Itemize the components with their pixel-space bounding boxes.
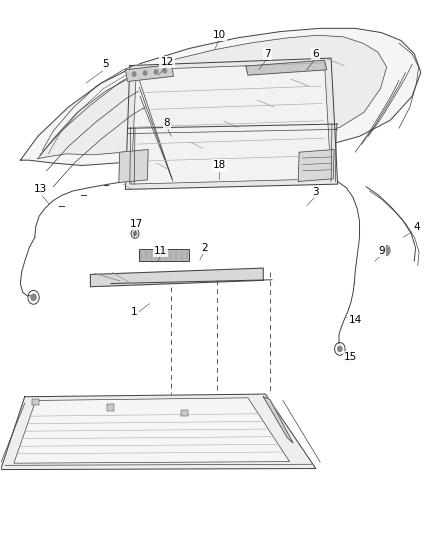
Polygon shape	[119, 150, 148, 182]
Polygon shape	[297, 150, 333, 181]
Text: 7: 7	[264, 49, 270, 59]
Circle shape	[162, 69, 166, 73]
Polygon shape	[90, 268, 263, 287]
Polygon shape	[14, 398, 289, 463]
Text: 17: 17	[130, 219, 143, 229]
Polygon shape	[263, 397, 292, 443]
Polygon shape	[131, 63, 330, 184]
Text: 14: 14	[348, 314, 361, 325]
Polygon shape	[245, 60, 326, 75]
Text: 10: 10	[212, 30, 226, 41]
Circle shape	[31, 294, 36, 301]
Polygon shape	[125, 58, 337, 189]
Polygon shape	[125, 64, 173, 82]
Circle shape	[132, 72, 136, 76]
Text: 2: 2	[201, 243, 207, 253]
Text: 11: 11	[153, 246, 167, 255]
Polygon shape	[38, 35, 386, 159]
Polygon shape	[1, 394, 315, 470]
Text: 4: 4	[412, 222, 419, 232]
Text: 13: 13	[33, 184, 46, 195]
Text: 8: 8	[163, 118, 170, 128]
Text: 18: 18	[212, 160, 226, 171]
Bar	[180, 409, 187, 416]
Bar	[138, 249, 188, 261]
Circle shape	[133, 231, 137, 236]
Text: 15: 15	[343, 352, 357, 362]
Polygon shape	[20, 28, 420, 165]
Text: 12: 12	[160, 57, 173, 67]
Circle shape	[143, 71, 147, 75]
Circle shape	[337, 346, 341, 352]
Circle shape	[154, 70, 157, 74]
Text: 6: 6	[312, 49, 318, 59]
Bar	[106, 404, 113, 410]
Text: 3: 3	[312, 187, 318, 197]
Text: 1: 1	[131, 306, 137, 317]
Text: 5: 5	[102, 60, 109, 69]
Circle shape	[382, 247, 388, 254]
Text: 9: 9	[377, 246, 384, 255]
Bar	[32, 399, 39, 405]
